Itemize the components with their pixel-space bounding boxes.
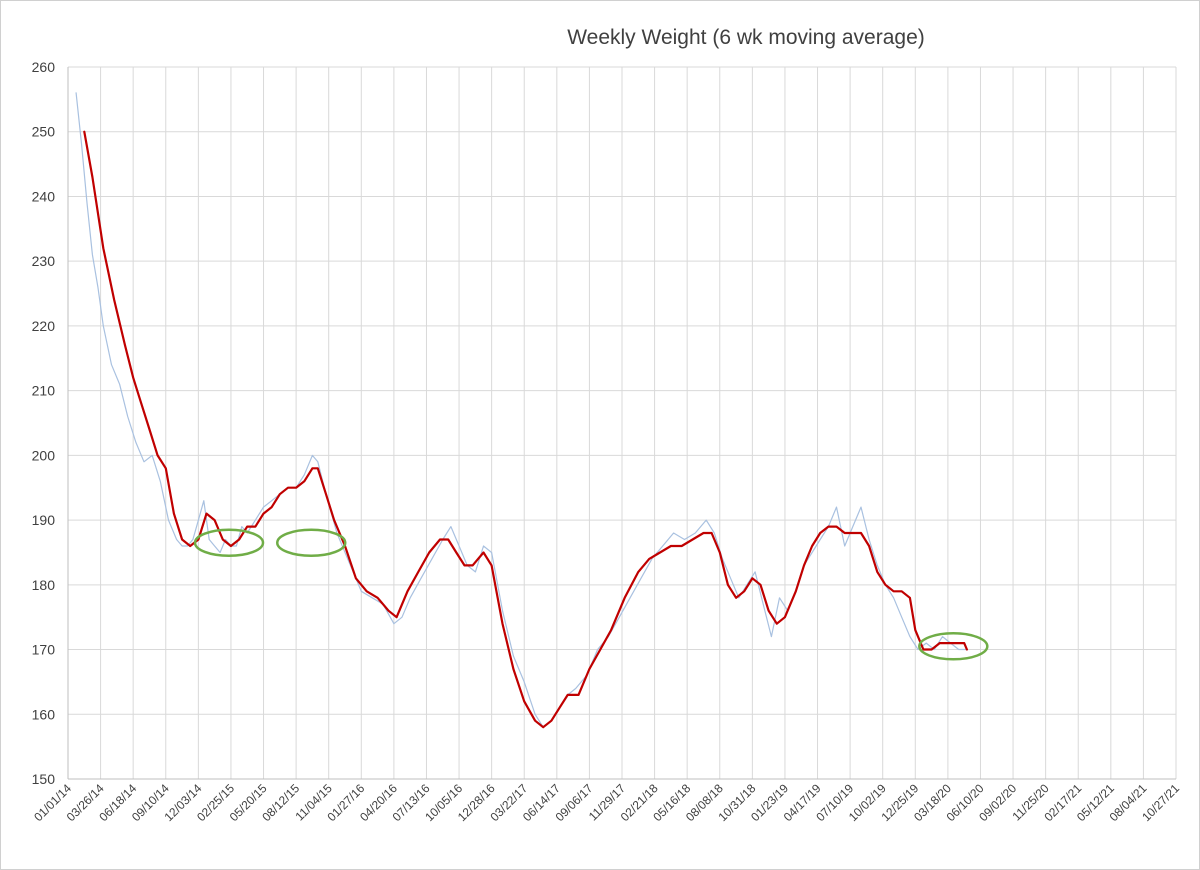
y-tick-label: 240 [32,188,56,204]
y-tick-label: 230 [32,253,56,269]
series-lines [75,92,969,729]
annotation-ellipse [275,528,347,557]
y-tick-label: 210 [32,383,56,399]
y-tick-label: 160 [32,706,56,722]
chart-title: Weekly Weight (6 wk moving average) [567,26,925,49]
series-line-weekly [75,92,968,728]
y-tick-label: 260 [32,59,56,75]
y-tick-label: 170 [32,642,56,658]
y-axis-tick-labels: 150 160 170 180 190 200 210 220 230 240 250 260 [32,59,56,787]
x-axis-tick-labels: 01/01/1403/26/1406/18/1409/10/1412/03/14… [31,781,1182,824]
series-line-moving-average [83,130,969,729]
annotation-ellipse [193,528,265,557]
annotation-ellipse [918,632,989,661]
gridlines [67,66,1177,780]
y-tick-label: 250 [32,124,56,140]
annotation-ellipses [193,528,989,661]
y-tick-label: 180 [32,577,56,593]
y-tick-label: 200 [32,447,56,463]
y-tick-label: 220 [32,318,56,334]
y-tick-label: 150 [32,771,56,787]
y-tick-label: 190 [32,512,56,528]
